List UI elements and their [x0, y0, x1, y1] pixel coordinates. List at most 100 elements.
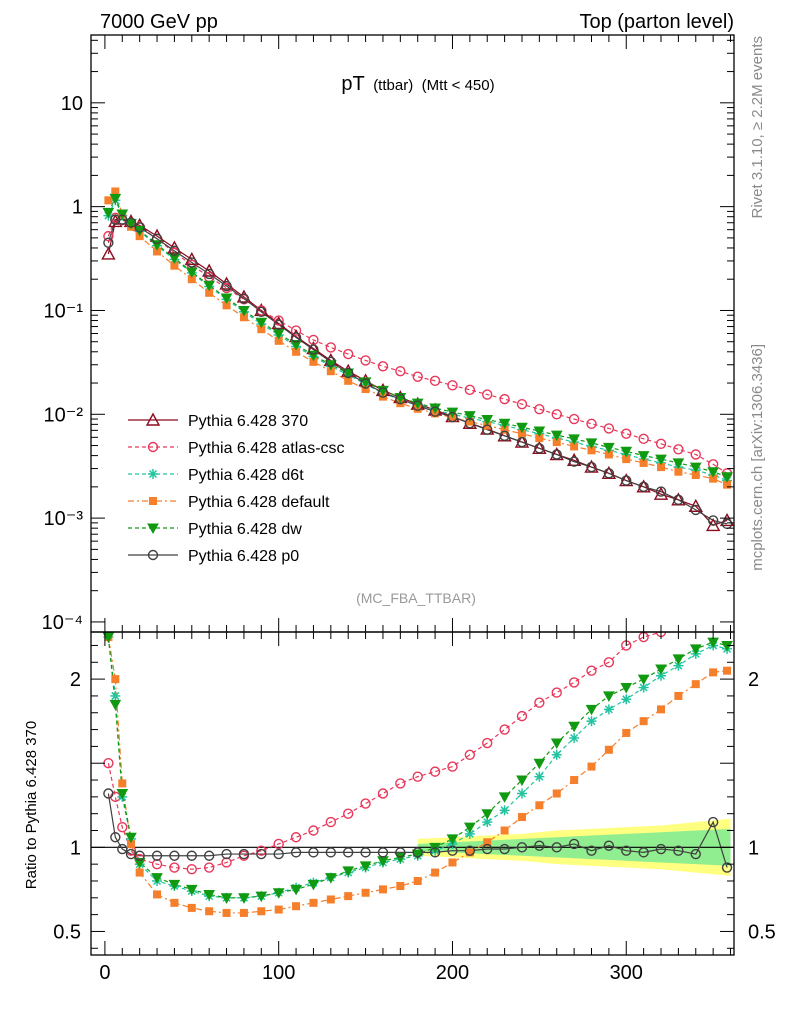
point-p0-34: [655, 486, 667, 497]
ratio-point-dw-1: [109, 699, 122, 711]
point-atlas-csc-34: [655, 438, 667, 449]
point-p0-25: [499, 430, 510, 442]
point-atlas-csc-24: [482, 389, 493, 400]
ratio-point-dw-4: [133, 857, 146, 869]
header-left: 7000 GeV pp: [100, 11, 218, 33]
point-dw-28: [550, 430, 563, 442]
ratio-point-p0-10: [238, 848, 250, 860]
ratio-point-dw-34: [655, 664, 667, 676]
point-dw-0: [102, 207, 115, 219]
ratio-point-dw-26: [516, 775, 528, 787]
point-dw-3: [125, 218, 137, 230]
point-atlas-csc-16: [343, 348, 354, 360]
point-p0-4: [134, 222, 145, 233]
ratio-point-atlas-csc-29: [568, 677, 580, 688]
ratio-point-default-8: [205, 907, 214, 916]
ratio-point-dw-0: [102, 632, 115, 644]
series-markers: [101, 187, 735, 917]
legend-marker-default: [149, 497, 157, 505]
point-default-33: [639, 458, 648, 467]
xtick-label-3: 300: [610, 962, 643, 984]
ratio-point-dw-29: [568, 721, 580, 733]
ytick-label-main-0: 10: [61, 93, 83, 115]
point-dw-36: [689, 462, 702, 474]
point-default-32: [622, 455, 631, 464]
ratio-point-atlas-csc-18: [377, 788, 389, 799]
point-p0-22: [447, 411, 458, 423]
ratio-point-dw-30: [585, 704, 598, 716]
point-p0-23: [464, 418, 476, 429]
ratio-point-p0-1: [110, 832, 121, 843]
ratio-point-dw-35: [672, 654, 685, 665]
ratio-point-dw-36: [689, 644, 702, 655]
ratio-point-d6t-30: [586, 716, 597, 727]
point-atlas-csc-12: [273, 315, 284, 326]
point-atlas-csc-27: [534, 403, 545, 415]
point-default-35: [674, 467, 683, 476]
ytick-label-ratio-right-0: 2: [748, 669, 759, 691]
point-atlas-csc-29: [568, 413, 580, 425]
point-dw-38: [721, 472, 733, 483]
point-default-7: [187, 275, 196, 284]
ytick-label-ratio-1: 1: [70, 837, 81, 859]
point-atlas-csc-18: [377, 361, 389, 372]
point-atlas-csc-25: [499, 393, 510, 405]
point-atlas-csc-32: [621, 428, 632, 439]
point-p0-38: [721, 518, 733, 530]
ratio-point-p0-8: [203, 850, 215, 861]
ratio-point-atlas-csc-13: [290, 832, 302, 843]
ratio-point-default-37: [709, 668, 718, 677]
point-default-37: [709, 474, 718, 483]
ratio-point-d6t-26: [516, 788, 527, 799]
ratio-point-default-18: [378, 885, 387, 894]
point-p0-11: [256, 306, 267, 318]
ratio-point-dw-23: [463, 822, 476, 834]
ratio-point-p0-15: [325, 847, 337, 858]
header-right: Top (parton level): [579, 11, 734, 33]
point-p0-35: [673, 494, 684, 506]
ratio-point-dw-9: [220, 893, 233, 904]
ratio-point-dw-2: [116, 789, 129, 800]
ratio-point-atlas-csc-5: [151, 858, 163, 870]
legend-marker-atlas-csc: [147, 441, 159, 453]
ratio-point-atlas-csc-26: [516, 710, 528, 722]
ratio-point-default-13: [292, 902, 301, 911]
legend-label-p0: Pythia 6.428 p0: [188, 548, 299, 565]
ratio-point-dw-12: [272, 888, 285, 899]
point-dw-25: [498, 418, 511, 430]
point-atlas-csc-17: [360, 355, 371, 366]
ratio-point-d6t-31: [603, 704, 614, 715]
ratio-point-default-25: [500, 826, 509, 835]
ratio-point-atlas-csc-12: [273, 838, 284, 850]
point-p0-9: [221, 280, 232, 292]
ratio-point-atlas-csc-9: [221, 857, 232, 868]
point-dw-29: [568, 434, 580, 445]
ratio-point-default-36: [691, 680, 700, 689]
ytick-label-main-5: 10⁻⁴: [42, 612, 83, 634]
point-default-25: [500, 425, 509, 434]
ratio-point-p0-18: [377, 847, 389, 858]
legend-label-d6t: Pythia 6.428 d6t: [188, 467, 304, 484]
point-p0-27: [534, 443, 545, 454]
point-p0-19: [395, 393, 406, 405]
point-dw-37: [707, 467, 719, 478]
point-p0-30: [586, 461, 597, 473]
ratio-point-p0-30: [586, 845, 597, 856]
point-370-37: [705, 517, 721, 532]
ratio-point-dw-13: [290, 884, 302, 896]
point-dw-6: [168, 253, 181, 265]
point-default-31: [604, 450, 613, 459]
point-p0-24: [482, 424, 493, 435]
ratio-point-p0-20: [412, 847, 423, 858]
ratio-point-atlas-csc-27: [534, 697, 545, 708]
ratio-point-default-24: [483, 838, 492, 847]
ratio-point-default-9: [222, 908, 231, 917]
ratio-point-dw-3: [125, 832, 137, 844]
point-p0-33: [638, 481, 649, 493]
legend-label-dw: Pythia 6.428 dw: [188, 521, 302, 538]
ratio-point-dw-8: [203, 889, 216, 901]
legend-marker-d6t: [148, 469, 158, 479]
ratio-point-default-31: [604, 745, 613, 754]
point-p0-32: [621, 475, 632, 486]
point-default-12: [274, 336, 283, 345]
